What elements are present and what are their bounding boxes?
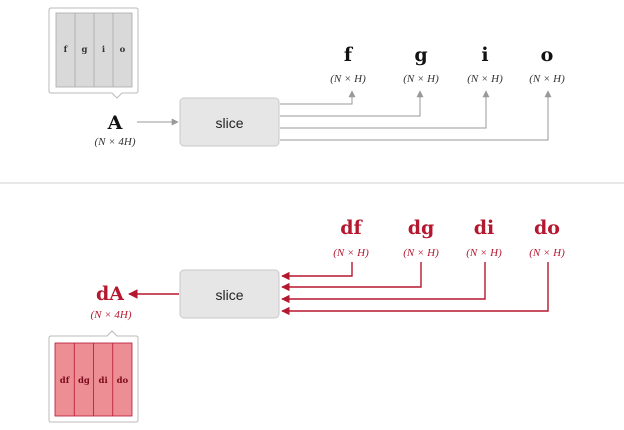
backward-arrow-do <box>281 262 549 316</box>
forward-arrow-i <box>280 90 490 129</box>
forward-arrow-f <box>280 90 356 105</box>
forward-output-f-dim: (N × H) <box>330 73 366 85</box>
bwd-cell-df: df <box>60 376 71 386</box>
fwd-cell-i: i <box>102 45 106 55</box>
backward-slice-block <box>179 269 280 319</box>
backward-input-di-dim: (N × H) <box>466 247 502 259</box>
backward-input-df-dim: (N × H) <box>333 247 369 259</box>
forward-output-o: o <box>541 44 554 66</box>
backward-arrow-df <box>281 262 353 281</box>
forward-pass: f g i o A (N × 4H) slice f (N × H) g (N … <box>48 7 565 148</box>
forward-input-matrix: f g i o <box>48 7 139 99</box>
backward-input-df: df <box>340 217 363 239</box>
backward-output-matrix: df dg di do <box>48 330 139 423</box>
forward-output-g: g <box>414 44 427 66</box>
forward-slice-block <box>179 97 280 147</box>
backward-pass: df (N × H) dg (N × H) di (N × H) do (N ×… <box>48 217 565 423</box>
backward-input-dg: dg <box>408 217 435 239</box>
forward-arrow-o <box>280 90 552 141</box>
bwd-cell-dg: dg <box>78 376 90 386</box>
forward-output-i-dim: (N × H) <box>467 73 503 85</box>
forward-output-i: i <box>481 44 488 66</box>
backward-slice-label: slice <box>215 287 243 303</box>
forward-output-f: f <box>344 44 354 66</box>
backward-arrow-dg <box>281 262 422 292</box>
forward-output-g-dim: (N × H) <box>403 73 439 85</box>
fwd-cell-g: g <box>82 45 88 55</box>
bwd-cell-do: do <box>117 376 129 386</box>
forward-input-label: A <box>107 112 123 134</box>
forward-input-dim: (N × 4H) <box>94 136 135 148</box>
backward-arrow-di <box>281 262 486 304</box>
backward-input-di: di <box>474 217 495 239</box>
backward-input-dg-dim: (N × H) <box>403 247 439 259</box>
backward-input-do-dim: (N × H) <box>529 247 565 259</box>
fwd-cell-o: o <box>120 45 126 55</box>
fwd-cell-f: f <box>64 45 69 55</box>
backward-output-label: dA <box>96 283 124 305</box>
backward-input-do: do <box>534 217 560 239</box>
bwd-cell-di: di <box>99 376 109 386</box>
forward-arrow-g <box>280 90 424 117</box>
backward-output-dim: (N × 4H) <box>90 309 131 321</box>
forward-output-o-dim: (N × H) <box>529 73 565 85</box>
forward-slice-label: slice <box>215 115 243 131</box>
